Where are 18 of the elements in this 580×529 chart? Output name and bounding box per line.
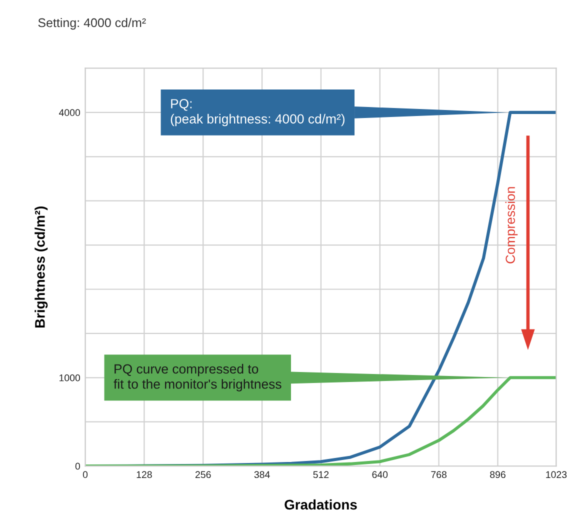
x-tick-label: 384 <box>254 471 270 478</box>
x-tick-label: 512 <box>313 471 329 478</box>
y-axis-title: Brightness (cd/m²) <box>34 206 48 328</box>
x-axis-title: Gradations <box>284 499 357 510</box>
annotation: Compression <box>505 187 518 264</box>
x-tick-label: 0 <box>82 471 88 478</box>
x-tick-label: 896 <box>490 471 506 478</box>
x-tick-label: 640 <box>372 471 388 478</box>
x-tick-label: 768 <box>431 471 447 478</box>
y-tick-label: 4000 <box>58 109 80 116</box>
y-tick-label: 1000 <box>60 374 80 382</box>
x-tick-label: 128 <box>136 471 152 478</box>
annotation: PQ curve compressed to fit to the monitor's brightness <box>114 364 282 392</box>
x-tick-label: 1023 <box>546 471 567 478</box>
chart-title: Setting: 4000 cd/m² <box>38 18 146 30</box>
annotation: PQ: (peak brightness: 4000 cd/m²) <box>170 99 344 126</box>
y-tick-label: 0 <box>75 462 80 470</box>
x-tick-label: 256 <box>195 471 211 478</box>
